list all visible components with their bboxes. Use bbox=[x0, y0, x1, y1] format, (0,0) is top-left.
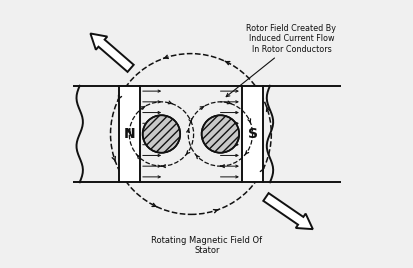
Text: N: N bbox=[123, 127, 135, 141]
Text: S: S bbox=[247, 127, 257, 141]
FancyArrow shape bbox=[263, 193, 312, 229]
Bar bbox=[241, 86, 263, 182]
Text: Rotating Magnetic Field Of
Stator: Rotating Magnetic Field Of Stator bbox=[151, 236, 262, 255]
Circle shape bbox=[142, 115, 180, 153]
Bar bbox=[118, 86, 140, 182]
FancyArrow shape bbox=[90, 34, 133, 72]
Circle shape bbox=[201, 115, 239, 153]
Text: Rotor Field Created By
Induced Current Flow
In Rotor Conductors: Rotor Field Created By Induced Current F… bbox=[246, 24, 336, 54]
